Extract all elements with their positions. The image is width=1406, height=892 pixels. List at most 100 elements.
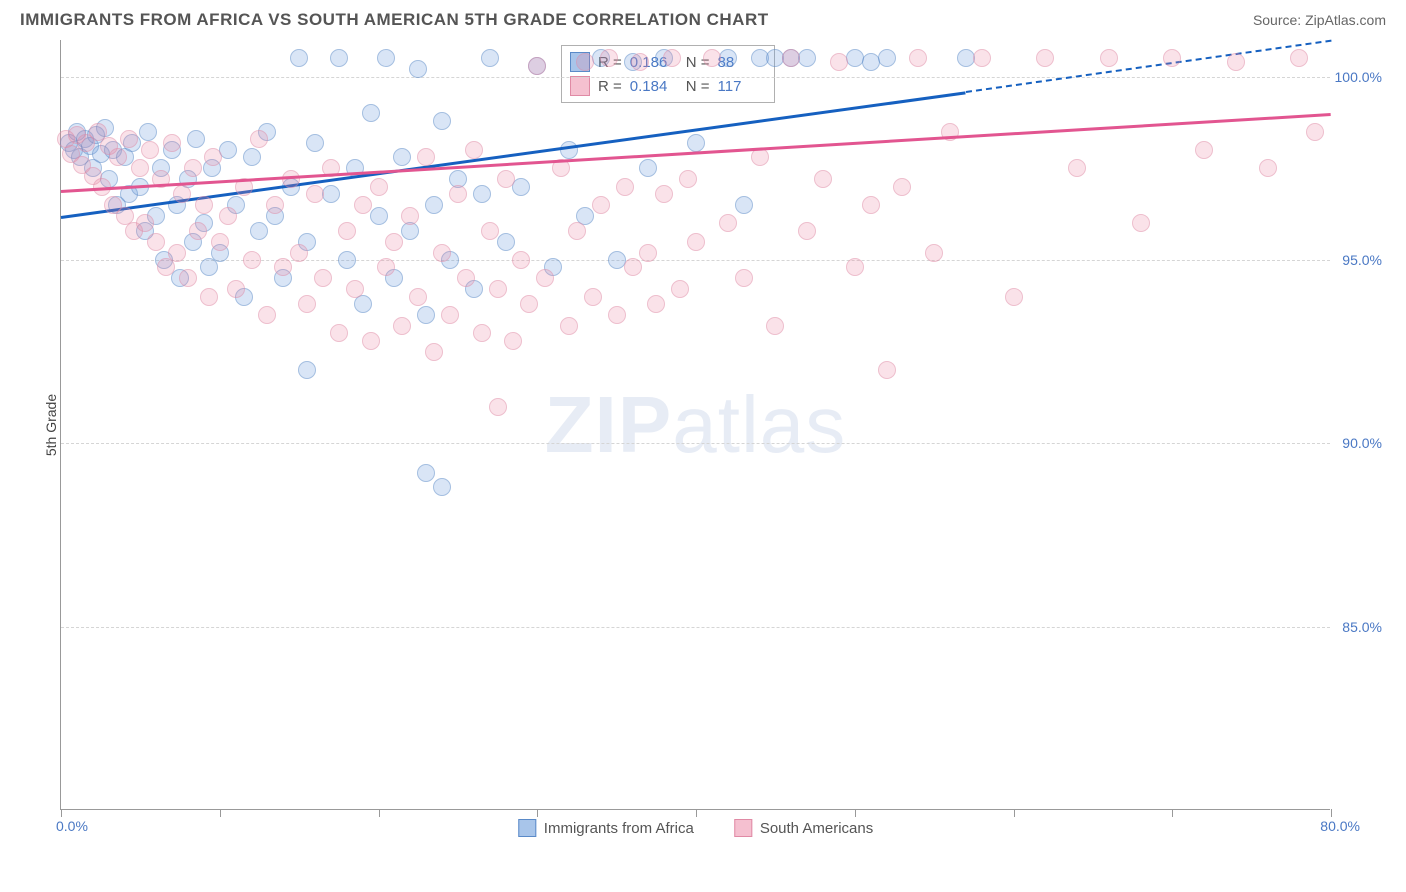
data-point bbox=[639, 159, 657, 177]
data-point bbox=[290, 244, 308, 262]
data-point bbox=[568, 222, 586, 240]
data-point bbox=[1290, 49, 1308, 67]
data-point bbox=[536, 269, 554, 287]
data-point bbox=[187, 130, 205, 148]
data-point bbox=[393, 148, 411, 166]
data-point bbox=[647, 295, 665, 313]
data-point bbox=[1100, 49, 1118, 67]
data-point bbox=[520, 295, 538, 313]
data-point bbox=[131, 159, 149, 177]
x-tick bbox=[1331, 809, 1332, 817]
data-point bbox=[401, 207, 419, 225]
data-point bbox=[735, 269, 753, 287]
data-point bbox=[377, 49, 395, 67]
data-point bbox=[862, 196, 880, 214]
y-tick-label: 95.0% bbox=[1342, 252, 1382, 268]
data-point bbox=[306, 134, 324, 152]
data-point bbox=[200, 258, 218, 276]
data-point bbox=[409, 288, 427, 306]
x-tick bbox=[220, 809, 221, 817]
data-point bbox=[973, 49, 991, 67]
watermark-atlas: atlas bbox=[672, 380, 846, 469]
chart-title: IMMIGRANTS FROM AFRICA VS SOUTH AMERICAN… bbox=[20, 10, 769, 30]
data-point bbox=[168, 244, 186, 262]
data-point bbox=[211, 233, 229, 251]
data-point bbox=[354, 196, 372, 214]
data-point bbox=[1195, 141, 1213, 159]
data-point bbox=[243, 148, 261, 166]
data-point bbox=[417, 464, 435, 482]
data-point bbox=[141, 141, 159, 159]
data-point bbox=[481, 222, 499, 240]
data-point bbox=[449, 185, 467, 203]
chart-header: IMMIGRANTS FROM AFRICA VS SOUTH AMERICAN… bbox=[0, 0, 1406, 35]
data-point bbox=[250, 130, 268, 148]
x-tick bbox=[537, 809, 538, 817]
data-point bbox=[163, 134, 181, 152]
data-point bbox=[639, 244, 657, 262]
data-point bbox=[878, 49, 896, 67]
data-point bbox=[266, 196, 284, 214]
data-point bbox=[489, 280, 507, 298]
data-point bbox=[814, 170, 832, 188]
data-point bbox=[306, 185, 324, 203]
data-point bbox=[1036, 49, 1054, 67]
data-point bbox=[481, 49, 499, 67]
source-label: Source: bbox=[1253, 12, 1301, 28]
data-point bbox=[441, 306, 459, 324]
legend-item-sa: South Americans bbox=[734, 819, 873, 837]
data-point bbox=[608, 306, 626, 324]
legend-swatch-sa bbox=[734, 819, 752, 837]
data-point bbox=[624, 258, 642, 276]
y-tick-label: 90.0% bbox=[1342, 435, 1382, 451]
x-tick bbox=[855, 809, 856, 817]
legend-item-africa: Immigrants from Africa bbox=[518, 819, 694, 837]
data-point bbox=[290, 49, 308, 67]
data-point bbox=[703, 49, 721, 67]
data-point bbox=[298, 361, 316, 379]
data-point bbox=[393, 317, 411, 335]
gridline bbox=[61, 443, 1330, 444]
x-tick bbox=[61, 809, 62, 817]
data-point bbox=[314, 269, 332, 287]
x-tick bbox=[1172, 809, 1173, 817]
stat-r-sa: 0.184 bbox=[630, 78, 678, 95]
data-point bbox=[671, 280, 689, 298]
data-point bbox=[576, 53, 594, 71]
data-point bbox=[584, 288, 602, 306]
data-point bbox=[687, 233, 705, 251]
data-point bbox=[592, 196, 610, 214]
stat-r-label-2: R = bbox=[598, 78, 622, 95]
data-point bbox=[655, 185, 673, 203]
x-tick bbox=[1014, 809, 1015, 817]
data-point bbox=[782, 49, 800, 67]
source-attribution: Source: ZipAtlas.com bbox=[1253, 12, 1386, 28]
data-point bbox=[338, 222, 356, 240]
data-point bbox=[258, 306, 276, 324]
bottom-legend: Immigrants from Africa South Americans bbox=[518, 819, 873, 837]
data-point bbox=[719, 214, 737, 232]
gridline bbox=[61, 627, 1330, 628]
data-point bbox=[830, 53, 848, 71]
data-point bbox=[1163, 49, 1181, 67]
data-point bbox=[798, 222, 816, 240]
data-point bbox=[330, 324, 348, 342]
data-point bbox=[385, 233, 403, 251]
data-point bbox=[631, 53, 649, 71]
x-axis-max-label: 80.0% bbox=[1320, 818, 1360, 834]
data-point bbox=[663, 49, 681, 67]
data-point bbox=[798, 49, 816, 67]
data-point bbox=[925, 244, 943, 262]
data-point bbox=[687, 134, 705, 152]
y-tick-label: 100.0% bbox=[1335, 69, 1382, 85]
data-point bbox=[1227, 53, 1245, 71]
data-point bbox=[719, 49, 737, 67]
data-point bbox=[1132, 214, 1150, 232]
data-point bbox=[417, 148, 435, 166]
plot-area: ZIPatlas R = 0.186 N = 88 R = 0.184 N = … bbox=[60, 40, 1330, 810]
watermark: ZIPatlas bbox=[545, 379, 846, 471]
data-point bbox=[346, 280, 364, 298]
data-point bbox=[465, 141, 483, 159]
data-point bbox=[489, 398, 507, 416]
data-point bbox=[362, 104, 380, 122]
